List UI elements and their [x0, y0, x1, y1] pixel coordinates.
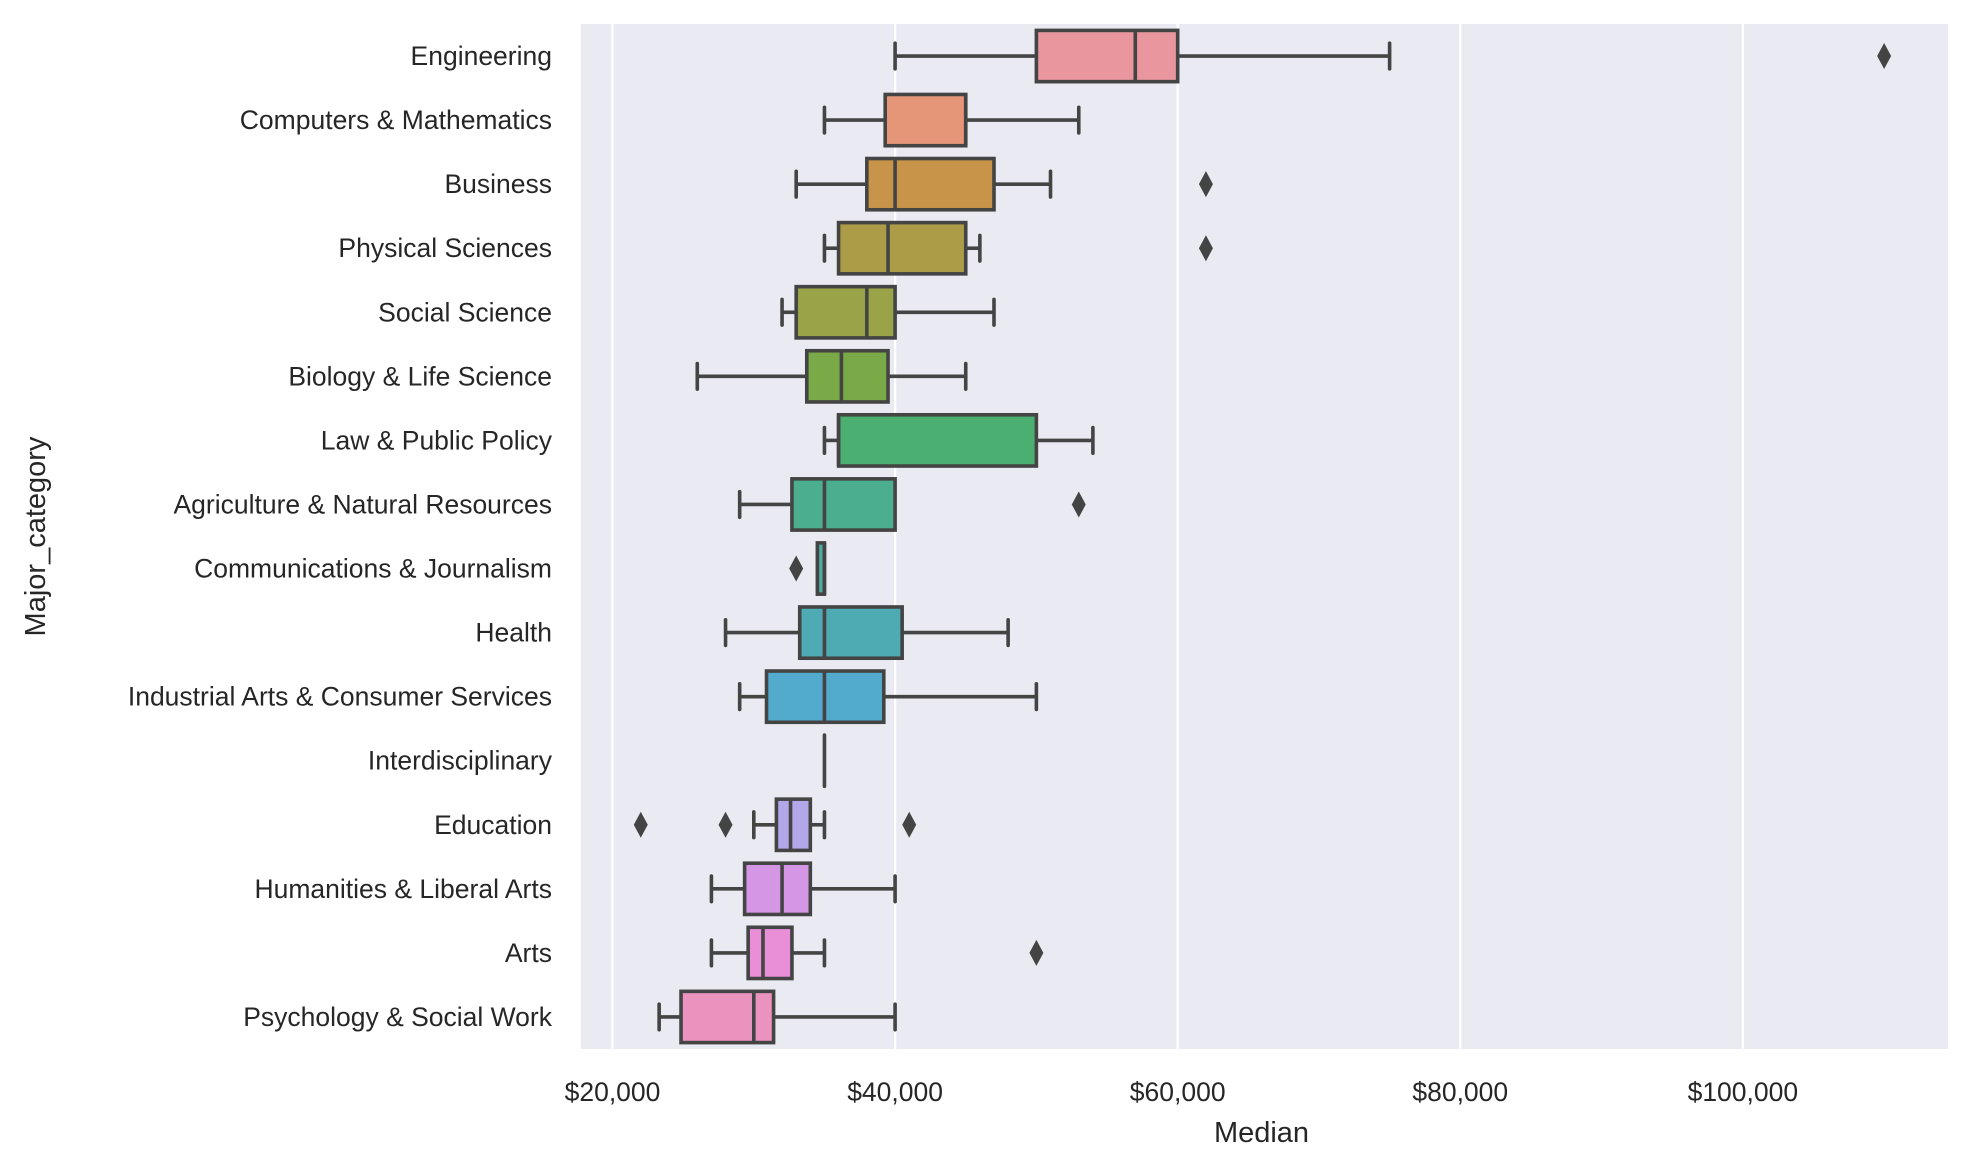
box: [797, 605, 904, 661]
box: [742, 861, 813, 917]
category-labels: Engineering Computers & Mathematics Busine…: [128, 41, 553, 1032]
box: [746, 925, 794, 981]
outlier-point: [1198, 171, 1213, 198]
category-label: Psychology & Social Work: [243, 1002, 553, 1032]
category-label: Industrial Arts & Consumer Services: [128, 682, 552, 712]
box-group: [893, 28, 1892, 84]
category-label: Communications & Journalism: [194, 554, 552, 584]
category-label: Humanities & Liberal Arts: [254, 874, 552, 904]
x-tick-label: $100,000: [1688, 1077, 1799, 1107]
box-group: [633, 797, 917, 853]
x-axis-title: Median: [1214, 1117, 1309, 1149]
outlier-point: [1198, 235, 1213, 262]
box-group: [780, 284, 996, 340]
category-label: Law & Public Policy: [321, 425, 553, 455]
box: [774, 797, 813, 853]
box: [883, 92, 968, 148]
box: [865, 156, 996, 212]
boxes-layer: [633, 28, 1892, 1045]
category-label: Arts: [505, 938, 552, 968]
box-group: [709, 861, 897, 917]
outlier-point: [902, 811, 917, 838]
box-group: [695, 348, 968, 404]
category-label: Business: [444, 169, 552, 199]
category-label: Agriculture & Natural Resources: [173, 489, 552, 519]
category-label: Computers & Mathematics: [240, 105, 552, 135]
box: [836, 412, 1039, 468]
box: [790, 477, 897, 532]
outlier-point: [633, 811, 648, 838]
box-group: [737, 477, 1086, 532]
category-label: Physical Sciences: [338, 233, 552, 263]
box-group: [794, 156, 1213, 212]
box-group: [822, 412, 1095, 468]
outlier-point: [1029, 939, 1044, 966]
category-label: Social Science: [378, 297, 552, 327]
outlier-point: [789, 555, 804, 582]
box-group: [737, 669, 1039, 725]
category-label: Engineering: [411, 41, 552, 71]
outlier-point: [1877, 43, 1892, 70]
box-group: [822, 92, 1081, 148]
y-axis-title: Major_category: [20, 436, 52, 636]
box: [679, 989, 776, 1045]
box: [1034, 28, 1180, 84]
x-tick-label: $20,000: [565, 1077, 661, 1107]
outlier-point: [718, 811, 733, 838]
category-label: Biology & Life Science: [288, 361, 552, 391]
x-tick-label: $40,000: [847, 1077, 943, 1107]
x-tick-label: $80,000: [1412, 1077, 1508, 1107]
box-group: [789, 541, 827, 596]
x-tick-label: $60,000: [1130, 1077, 1226, 1107]
outlier-point: [1071, 491, 1086, 518]
category-label: Interdisciplinary: [368, 746, 553, 776]
category-label: Education: [434, 810, 552, 840]
box: [836, 220, 968, 276]
box: [794, 284, 897, 340]
category-label: Health: [475, 618, 552, 648]
box-group: [709, 925, 1044, 981]
x-tick-labels: $20,000 $40,000 $60,000 $80,000 $100,000: [565, 1077, 1799, 1107]
box: [804, 348, 890, 404]
box-group: [822, 220, 1213, 276]
box-group: [723, 605, 1010, 661]
box-group: [657, 989, 897, 1045]
